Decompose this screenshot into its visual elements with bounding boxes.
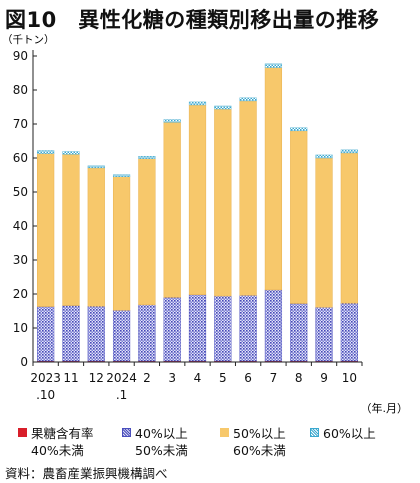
x-tick-sublabel-0: .10: [36, 388, 55, 402]
bar-segment-s1-c8: [239, 295, 257, 362]
legend-swatch-3: [310, 428, 319, 437]
bar-segment-s2-c7: [214, 108, 232, 297]
bar-segment-s2-c9: [264, 67, 283, 291]
legend-swatch-1: [122, 428, 131, 437]
bar-segment-s3-c9: [264, 63, 283, 68]
legend-label-0-line2: 40%未満: [31, 443, 84, 458]
y-tick-label-0: 0: [20, 355, 28, 369]
legend-label-1-line1: 40%以上: [135, 426, 188, 441]
bar-segment-s1-c2: [87, 305, 105, 362]
x-tick-sublabel-3: .1: [116, 388, 127, 402]
bar-segment-s3-c6: [188, 101, 207, 106]
bar-segment-s3-c12: [340, 149, 358, 154]
bar-segment-s2-c10: [290, 130, 308, 304]
x-tick-label-11: 9: [320, 371, 328, 385]
y-tick-label-9: 90: [13, 49, 28, 63]
bar-segment-s3-c3: [112, 174, 131, 177]
bar-segment-s2-c4: [138, 158, 156, 306]
y-tick-label-7: 70: [13, 117, 28, 131]
x-tick-label-7: 5: [219, 371, 227, 385]
legend-item-series-1: 40%以上 50%未満: [122, 425, 188, 459]
bar-segment-s2-c2: [87, 167, 105, 307]
bar-segment-s3-c2: [87, 165, 105, 169]
y-tick-label-1: 10: [13, 321, 28, 335]
legend-label-0-line1: 果糖含有率: [31, 426, 94, 441]
bar-segment-s1-c9: [264, 289, 283, 362]
legend-swatch-0: [18, 428, 27, 437]
x-tick-label-0: 2023: [30, 371, 61, 385]
bar-segment-s1-c5: [163, 297, 181, 362]
x-tick-label-4: 2: [143, 371, 151, 385]
bar-segment-s1-c10: [290, 303, 308, 362]
x-axis-unit-label: （年.月）: [361, 401, 409, 415]
bar-segment-s2-c5: [163, 122, 181, 298]
bar-segment-s2-c0: [37, 153, 55, 307]
legend-label-1-line2: 50%未満: [135, 443, 188, 458]
source-note: 資料：農畜産業振興機構調べ: [5, 466, 168, 481]
bar-segment-s3-c11: [315, 154, 333, 159]
bar-segment-s1-c3: [112, 310, 131, 362]
bar-segment-s2-c6: [188, 104, 207, 295]
bar-segment-s1-c6: [188, 294, 207, 362]
x-tick-label-9: 7: [270, 371, 278, 385]
chart-title: 図10 異性化糖の種類別移出量の推移: [5, 8, 380, 32]
bar-segment-s2-c3: [112, 176, 131, 311]
bar-segment-s2-c1: [62, 154, 80, 306]
legend-label-3-line1: 60%以上: [323, 426, 376, 441]
bar-segment-s1-c12: [340, 302, 358, 362]
bar-segment-s2-c11: [315, 157, 333, 308]
legend: 果糖含有率 40%未満 40%以上 50%未満 50%以上 60%未満 60%以…: [18, 425, 418, 465]
bar-segment-s3-c10: [290, 127, 308, 132]
x-tick-label-5: 3: [168, 371, 176, 385]
stacked-bar-chart: （千トン） 0 10 20 30 40 50 60 70 80 90 2023 .10 11 12 2024…: [2, 34, 409, 415]
legend-label-2-line1: 50%以上: [233, 426, 286, 441]
x-tick-label-3: 2024: [106, 371, 137, 385]
bar-segment-s3-c8: [239, 97, 257, 102]
bar-segment-s3-c1: [62, 151, 80, 155]
y-tick-label-3: 30: [13, 253, 28, 267]
bar-segment-s2-c12: [340, 152, 358, 304]
y-tick-label-5: 50: [13, 185, 28, 199]
bar-segment-s3-c0: [37, 150, 55, 154]
x-tick-label-2: 12: [89, 371, 104, 385]
bar-segment-s1-c0: [37, 306, 55, 362]
bars-layer: [37, 63, 358, 363]
legend-item-series-3: 60%以上: [310, 425, 376, 442]
x-tick-label-8: 6: [244, 371, 252, 385]
y-tick-label-2: 20: [13, 287, 28, 301]
bar-segment-s3-c4: [138, 156, 156, 159]
bar-segment-s1-c4: [138, 304, 156, 362]
bar-segment-s1-c11: [315, 307, 333, 362]
x-tick-label-10: 8: [295, 371, 303, 385]
bar-segment-s3-c5: [163, 119, 181, 123]
legend-label-2-line2: 60%未満: [233, 443, 286, 458]
y-tick-label-8: 80: [13, 83, 28, 97]
bar-segment-s1-c7: [214, 295, 232, 362]
legend-item-series-2: 50%以上 60%未満: [220, 425, 286, 459]
x-tick-label-6: 4: [194, 371, 202, 385]
bar-segment-s3-c7: [214, 105, 232, 110]
bar-segment-s1-c1: [62, 305, 80, 362]
y-axis-unit-label: （千トン）: [2, 34, 55, 46]
y-tick-label-4: 40: [13, 219, 28, 233]
legend-item-series-0: 果糖含有率 40%未満: [18, 425, 94, 459]
bar-segment-s2-c8: [239, 100, 257, 296]
y-tick-label-6: 60: [13, 151, 28, 165]
x-tick-label-1: 11: [63, 371, 78, 385]
legend-swatch-2: [220, 428, 229, 437]
axes-layer: 0 10 20 30 40 50 60 70 80 90 2023 .10 11 12 2024 .1 2 3 4 5…: [13, 49, 363, 402]
x-tick-label-12: 10: [342, 371, 357, 385]
